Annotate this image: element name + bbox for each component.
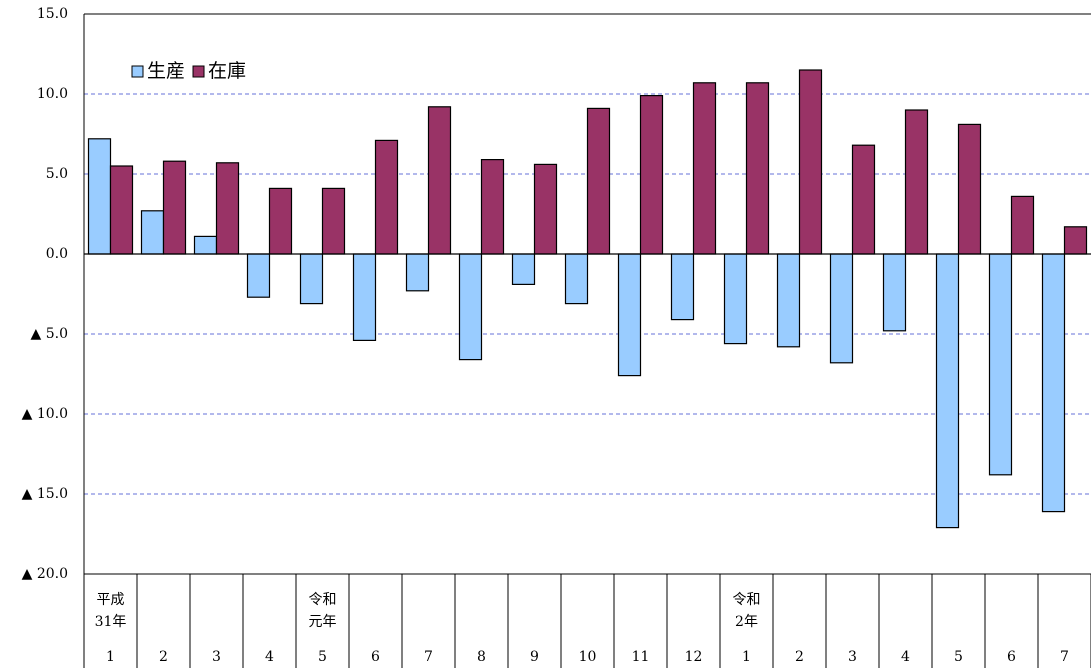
bar <box>511 253 536 285</box>
x-tick-label: 2 <box>795 649 804 665</box>
bar <box>882 253 907 332</box>
bar <box>533 163 558 255</box>
y-tick-label: 5.0 <box>46 166 68 182</box>
y-tick-label: ▲ 15.0 <box>22 486 68 502</box>
bar <box>405 253 430 292</box>
x-tick-label: 3 <box>848 649 857 665</box>
bar <box>745 82 770 255</box>
bar <box>374 139 399 255</box>
bar <box>904 109 929 255</box>
x-tick-label: 1 <box>742 649 751 665</box>
era-label: 元年 <box>309 614 337 630</box>
x-tick-label: 9 <box>530 649 539 665</box>
bar <box>957 123 982 255</box>
bar <box>1063 226 1088 255</box>
x-tick-label: 8 <box>477 649 486 665</box>
x-tick-label: 11 <box>632 649 650 665</box>
era-label: 2年 <box>735 614 758 630</box>
bar <box>692 82 717 255</box>
x-tick-label: 3 <box>212 649 221 665</box>
x-tick-label: 4 <box>265 649 274 665</box>
bar <box>87 138 112 255</box>
x-tick-label: 7 <box>424 649 433 665</box>
bar <box>458 253 483 361</box>
era-label: 令和 <box>309 592 337 608</box>
bar <box>268 187 293 255</box>
bar <box>140 210 165 255</box>
legend-label: 生産 <box>147 60 185 82</box>
x-tick-label: 5 <box>318 649 327 665</box>
bar <box>851 144 876 255</box>
bar <box>639 94 664 255</box>
bar <box>935 253 960 529</box>
bar <box>215 162 240 255</box>
era-label: 平成 <box>97 592 125 608</box>
era-label: 31年 <box>95 614 127 630</box>
legend-marker <box>131 65 144 78</box>
x-tick-label: 4 <box>901 649 910 665</box>
legend-marker <box>192 65 205 78</box>
bar <box>670 253 695 321</box>
bar <box>299 253 324 305</box>
y-tick-label: ▲ 10.0 <box>22 406 68 422</box>
bar <box>321 187 346 255</box>
era-label: 令和 <box>733 592 761 608</box>
bar <box>162 160 187 255</box>
x-tick-label: 1 <box>106 649 115 665</box>
bar <box>776 253 801 348</box>
bar <box>723 253 748 345</box>
y-tick-label: 15.0 <box>37 6 68 22</box>
y-tick-label: 0.0 <box>46 246 68 262</box>
y-tick-label: ▲ 5.0 <box>31 326 68 342</box>
bar <box>480 159 505 255</box>
legend-label: 在庫 <box>208 60 246 82</box>
x-tick-label: 5 <box>954 649 963 665</box>
bar <box>617 253 642 377</box>
x-tick-label: 12 <box>685 649 703 665</box>
x-tick-label: 6 <box>371 649 380 665</box>
bar <box>988 253 1013 476</box>
bar <box>798 69 823 255</box>
y-tick-label: 10.0 <box>37 86 68 102</box>
bar <box>1041 253 1066 513</box>
bar <box>586 107 611 255</box>
bar <box>246 253 271 298</box>
x-tick-label: 7 <box>1060 649 1069 665</box>
bar <box>109 165 134 255</box>
bar <box>829 253 854 364</box>
x-tick-label: 2 <box>159 649 168 665</box>
bar <box>1010 195 1035 255</box>
x-tick-label: 6 <box>1007 649 1016 665</box>
bar <box>352 253 377 342</box>
x-tick-label: 10 <box>579 649 597 665</box>
bar <box>193 235 218 255</box>
bar <box>427 106 452 255</box>
y-tick-label: ▲ 20.0 <box>22 566 68 582</box>
bar <box>564 253 589 305</box>
